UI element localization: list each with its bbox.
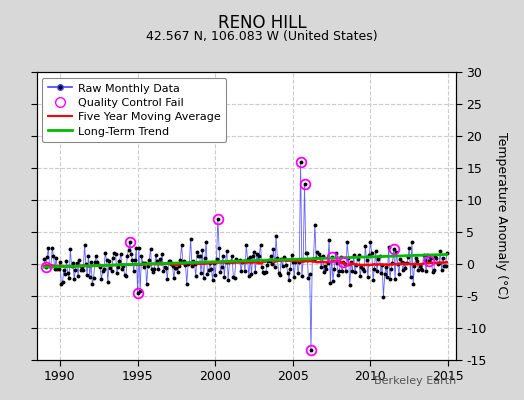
Text: 42.567 N, 106.083 W (United States): 42.567 N, 106.083 W (United States) (146, 30, 378, 43)
Text: RENO HILL: RENO HILL (217, 14, 307, 32)
Legend: Raw Monthly Data, Quality Control Fail, Five Year Moving Average, Long-Term Tren: Raw Monthly Data, Quality Control Fail, … (42, 78, 226, 142)
Y-axis label: Temperature Anomaly (°C): Temperature Anomaly (°C) (495, 132, 508, 300)
Text: Berkeley Earth: Berkeley Earth (374, 376, 456, 386)
